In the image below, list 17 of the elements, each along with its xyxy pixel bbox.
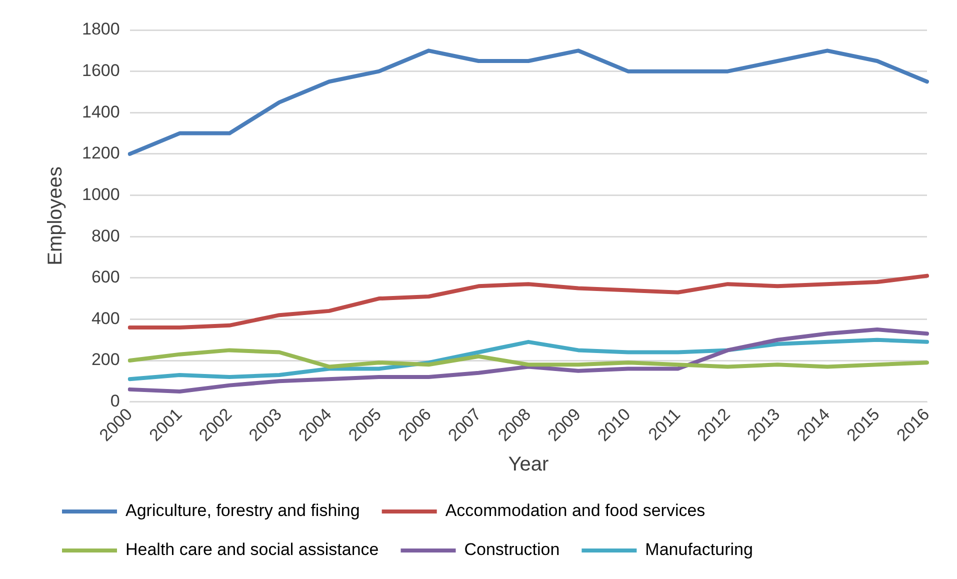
y-tick-label: 0 [110,392,120,411]
y-tick-label: 400 [91,308,120,328]
legend-label: Health care and social assistance [126,540,379,560]
y-tick-label: 1000 [82,184,120,204]
y-tick-label: 1200 [82,144,120,163]
legend-label: Construction [464,540,560,560]
y-tick-label: 200 [91,350,120,370]
y-tick-label: 600 [91,268,120,287]
y-tick-label: 1400 [82,102,120,122]
y-axis-title: Employees [44,166,67,266]
legend-label: Accommodation and food services [445,501,706,520]
y-tick-label: 800 [91,226,120,246]
x-axis-title: Year [508,454,549,476]
legend-label: Manufacturing [645,540,753,560]
legend-label: Agriculture, forestry and fishing [126,501,360,520]
y-tick-label: 1800 [82,20,120,39]
y-tick-label: 1600 [82,61,120,80]
